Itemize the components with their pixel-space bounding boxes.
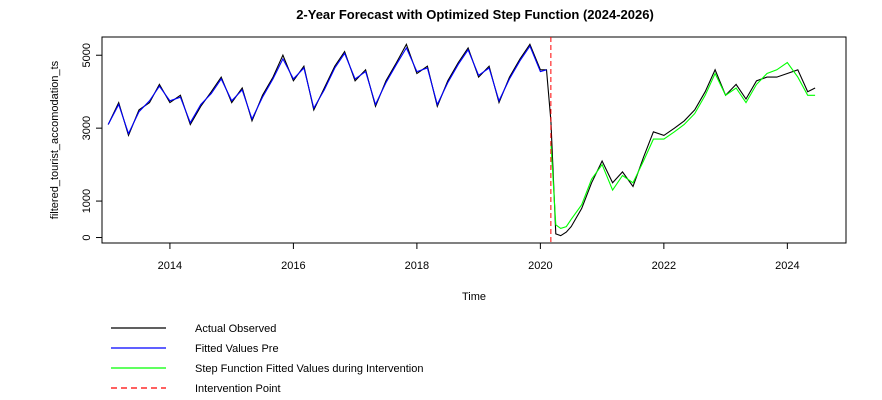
y-tick-label-1: 1000: [81, 189, 93, 213]
y-axis: 0 1000 3000 5000: [81, 43, 102, 241]
series-fitted-pre-line: [107, 44, 547, 136]
x-axis-label: Time: [462, 291, 486, 303]
x-tick-label-2: 2018: [405, 260, 429, 272]
x-tick-label-1: 2016: [281, 260, 305, 272]
x-tick-label-0: 2014: [158, 260, 182, 272]
x-tick-label-5: 2024: [775, 260, 799, 272]
legend-label-actual: Actual Observed: [195, 323, 276, 335]
y-tick-label-2: 3000: [81, 116, 93, 140]
legend-label-step: Step Function Fitted Values during Inter…: [195, 363, 424, 375]
y-tick-label-0: 0: [81, 234, 93, 240]
x-tick-label-3: 2020: [528, 260, 552, 272]
y-axis-label: filtered_tourist_accomodation_ts: [49, 60, 61, 219]
legend-label-intervention: Intervention Point: [195, 383, 281, 395]
legend-label-fitted-pre: Fitted Values Pre: [195, 343, 279, 355]
x-tick-label-4: 2022: [652, 260, 676, 272]
series-step-line: [550, 61, 816, 230]
series-layer: [107, 42, 816, 237]
x-axis: 2014 2016 2018 2020 2022 2024: [158, 243, 800, 272]
y-tick-label-3: 5000: [81, 43, 93, 67]
series-actual-line: [107, 42, 816, 237]
chart-title: 2-Year Forecast with Optimized Step Func…: [296, 7, 654, 22]
legend: Actual Observed Fitted Values Pre Step Fun…: [111, 323, 424, 395]
plot-frame: [101, 36, 847, 244]
